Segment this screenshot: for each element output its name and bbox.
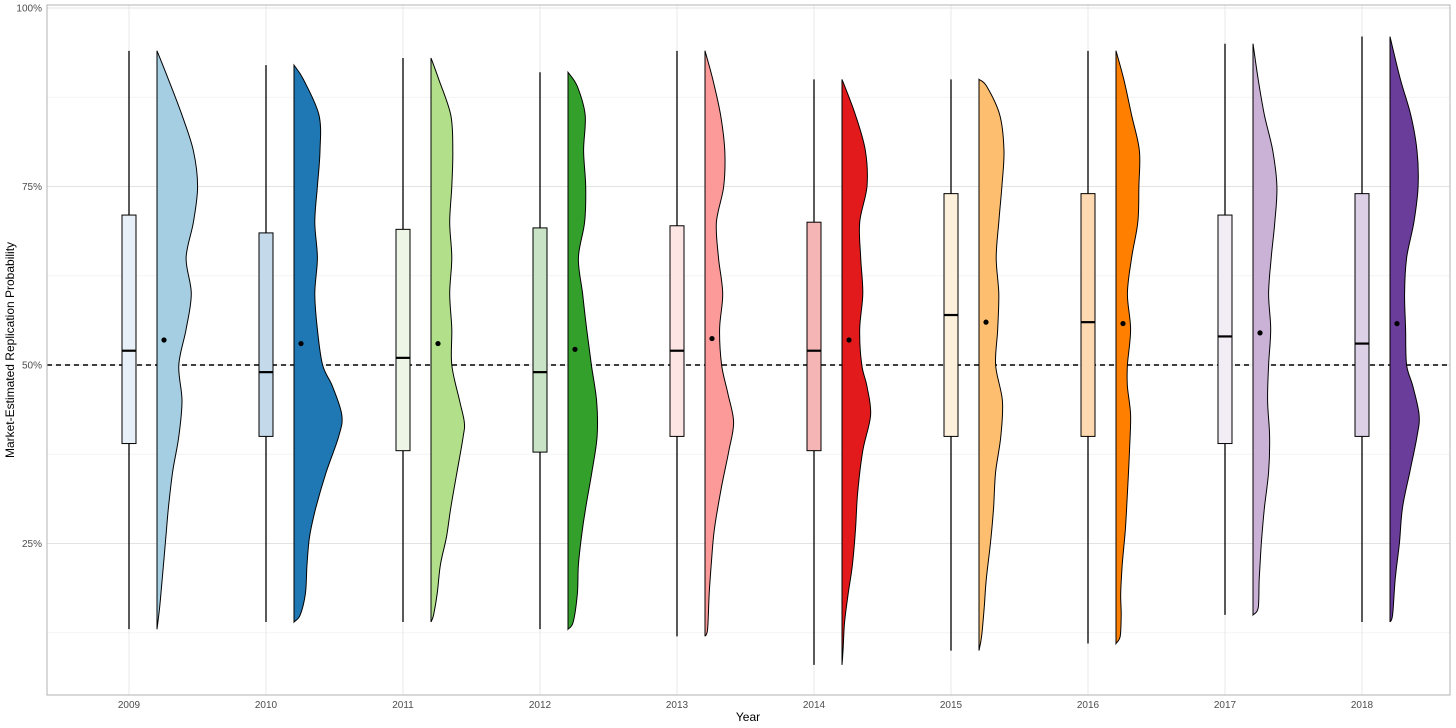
x-tick-label: 2011 [392, 700, 414, 711]
boxplot-box [1354, 193, 1370, 437]
mean-point [161, 337, 167, 343]
series-group-2009 [121, 50, 199, 630]
series-group-2014 [806, 79, 872, 665]
panel-border [46, 4, 1451, 696]
y-tick-label: 50% [22, 361, 42, 372]
boxplot-box [669, 225, 685, 437]
y-tick-label: 75% [22, 182, 42, 193]
series-group-2018 [1354, 36, 1420, 623]
x-tick-label: 2014 [803, 700, 826, 711]
density-cloud [430, 57, 466, 623]
boxplot-box [806, 221, 822, 452]
density-cloud [1389, 36, 1420, 623]
series-group-2015 [943, 78, 1005, 651]
x-tick-label: 2012 [529, 700, 552, 711]
mean-point [983, 319, 989, 325]
series-group-2010 [258, 63, 343, 624]
density-cloud [567, 70, 599, 631]
density-cloud [293, 63, 343, 624]
density-cloud [841, 79, 872, 665]
density-cloud [978, 78, 1005, 651]
tick-layer: 2009 2010 2011 2012 2013 2014 2015 2016 2017 2018… [16, 4, 1373, 712]
mean-point [1257, 330, 1263, 336]
boxplot-box [1217, 214, 1233, 445]
mean-point [709, 335, 715, 342]
x-tick-label: 2013 [666, 700, 689, 711]
mean-point [435, 340, 441, 347]
mean-point [572, 346, 578, 352]
boxplot-box [258, 232, 274, 437]
y-tick-label: 25% [22, 539, 42, 550]
series-group-2013 [669, 50, 735, 637]
mean-point [1394, 320, 1400, 327]
series-group-2012 [532, 70, 599, 631]
x-tick-label: 2017 [1214, 700, 1237, 711]
grid-layer [47, 5, 1450, 695]
boxplot-box [395, 228, 411, 452]
y-axis-title: Market-Estimated Replication Probability [3, 242, 17, 458]
series-group-2016 [1080, 50, 1141, 646]
x-axis-title: Year [736, 710, 760, 724]
series-group-2017 [1217, 43, 1278, 617]
boxplot-box [1080, 193, 1096, 437]
density-cloud [1115, 50, 1141, 646]
mean-point [1120, 320, 1126, 327]
mean-point [846, 337, 852, 343]
density-cloud [704, 50, 735, 637]
y-tick-label: 100% [16, 4, 42, 15]
marks-layer [121, 36, 1420, 665]
x-tick-label: 2010 [255, 700, 278, 711]
boxplot-box [532, 227, 548, 453]
x-tick-label: 2018 [1351, 700, 1374, 711]
mean-point [298, 340, 304, 347]
boxplot-box [121, 214, 137, 445]
density-cloud [1252, 43, 1278, 617]
density-cloud [156, 50, 199, 630]
series-group-2011 [395, 57, 466, 623]
x-tick-label: 2016 [1077, 700, 1100, 711]
x-tick-label: 2015 [940, 700, 963, 711]
x-tick-label: 2009 [118, 700, 141, 711]
